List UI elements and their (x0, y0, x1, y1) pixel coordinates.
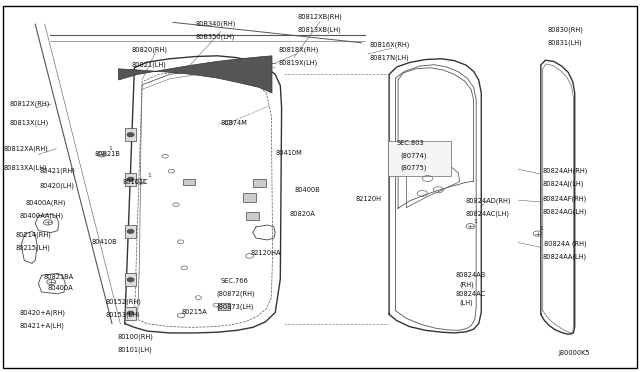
Bar (243, 193, 256, 202)
Text: SEC.766: SEC.766 (221, 278, 248, 284)
Text: 80831(LH): 80831(LH) (547, 39, 582, 46)
Text: 1: 1 (108, 146, 112, 151)
Text: 80400AA(LH): 80400AA(LH) (19, 212, 63, 219)
Text: 80830(RH): 80830(RH) (547, 26, 583, 33)
Text: 1: 1 (540, 226, 543, 231)
Bar (125, 273, 136, 286)
Text: 80420(LH): 80420(LH) (40, 183, 75, 189)
Text: 80420+A(RH): 80420+A(RH) (19, 309, 65, 316)
Text: 80B350(LH): 80B350(LH) (195, 34, 235, 41)
Bar (125, 128, 136, 141)
Bar (253, 179, 266, 187)
Bar (125, 173, 136, 186)
Text: 80214(RH): 80214(RH) (16, 231, 52, 238)
Text: 80819X(LH): 80819X(LH) (278, 60, 317, 67)
Text: 80824AG(LH): 80824AG(LH) (543, 208, 588, 215)
Bar (125, 225, 136, 238)
Text: 80817N(LH): 80817N(LH) (370, 54, 410, 61)
Text: 80215(LH): 80215(LH) (16, 244, 51, 251)
Text: 80812XB(RH): 80812XB(RH) (298, 13, 342, 20)
Bar (183, 179, 195, 185)
Bar (246, 212, 259, 220)
Text: 80153(LH): 80153(LH) (106, 311, 140, 318)
Text: 80101C: 80101C (123, 179, 148, 185)
Text: 80410M: 80410M (275, 150, 302, 155)
Circle shape (127, 230, 134, 233)
Text: 80874M: 80874M (221, 120, 248, 126)
Text: 80B21B: 80B21B (95, 151, 120, 157)
Circle shape (127, 177, 134, 181)
Text: 80812XA(RH): 80812XA(RH) (3, 145, 48, 152)
Text: 80824AC(LH): 80824AC(LH) (466, 211, 510, 217)
Text: 80812X(RH): 80812X(RH) (10, 101, 50, 108)
Text: SEC.803: SEC.803 (397, 140, 424, 146)
Text: (80873(LH): (80873(LH) (216, 304, 254, 310)
FancyBboxPatch shape (388, 141, 451, 176)
Text: 80400B: 80400B (294, 187, 320, 193)
Text: 1: 1 (474, 219, 477, 224)
Text: (80872(RH): (80872(RH) (216, 291, 255, 297)
Text: 80215A: 80215A (181, 310, 207, 315)
Text: 80821(LH): 80821(LH) (131, 62, 166, 68)
Text: (LH): (LH) (460, 300, 473, 307)
Bar (125, 307, 136, 320)
Text: 80818X(RH): 80818X(RH) (278, 47, 319, 54)
Polygon shape (118, 56, 272, 93)
Text: 80813XA(LH): 80813XA(LH) (3, 164, 47, 171)
Text: 80820A: 80820A (290, 211, 316, 217)
Text: 80824AB: 80824AB (456, 272, 486, 278)
Text: J80000K5: J80000K5 (558, 350, 589, 356)
Text: 82120HA: 82120HA (251, 250, 282, 256)
Text: 80152(RH): 80152(RH) (106, 298, 141, 305)
Text: 80B340(RH): 80B340(RH) (195, 21, 236, 28)
Circle shape (127, 311, 134, 315)
Text: (RH): (RH) (460, 281, 474, 288)
Circle shape (127, 133, 134, 137)
Text: 80824AJ(LH): 80824AJ(LH) (543, 181, 584, 187)
Text: 80816X(RH): 80816X(RH) (370, 41, 410, 48)
Text: 1: 1 (147, 173, 151, 178)
Circle shape (127, 278, 134, 282)
Text: 80820(RH): 80820(RH) (131, 47, 167, 54)
Text: 80824AF(RH): 80824AF(RH) (543, 196, 587, 202)
Text: 80400A: 80400A (48, 285, 74, 291)
Bar (218, 303, 230, 310)
Text: (80775): (80775) (401, 164, 427, 171)
Text: 80421(RH): 80421(RH) (40, 168, 76, 174)
Text: 80824AA(LH): 80824AA(LH) (543, 253, 587, 260)
Text: 80824AD(RH): 80824AD(RH) (466, 198, 511, 204)
Text: 80100(RH): 80100(RH) (117, 333, 153, 340)
Text: 80813X(LH): 80813X(LH) (10, 119, 49, 126)
Text: 80410B: 80410B (92, 239, 117, 245)
Text: 80824AH(RH): 80824AH(RH) (543, 168, 588, 174)
Text: (80774): (80774) (401, 153, 427, 160)
Text: 80824A (RH): 80824A (RH) (544, 240, 587, 247)
Text: 82120H: 82120H (355, 196, 381, 202)
Text: 80421+A(LH): 80421+A(LH) (19, 322, 64, 329)
Text: 80400A(RH): 80400A(RH) (26, 199, 66, 206)
Text: 80813XB(LH): 80813XB(LH) (298, 26, 341, 33)
Text: 80101(LH): 80101(LH) (117, 346, 152, 353)
Text: 80824AC: 80824AC (456, 291, 486, 297)
Text: 80821BA: 80821BA (44, 274, 74, 280)
